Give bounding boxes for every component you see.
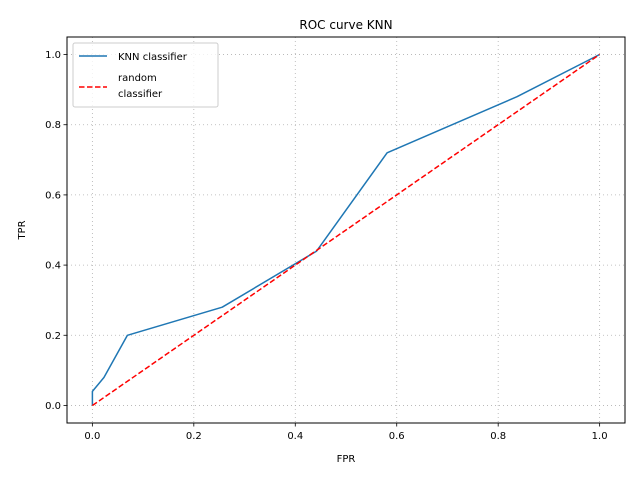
x-tick-label: 0.4: [287, 431, 303, 442]
series-line-knn: [91, 53, 600, 406]
y-tick-label: 0.8: [45, 120, 61, 131]
legend-label-knn: KNN classifier: [118, 52, 188, 63]
y-tick-label: 0.2: [45, 331, 61, 342]
x-tick-label: 0.8: [490, 431, 506, 442]
legend-box: [72, 42, 219, 108]
y-tick-label: 0.6: [45, 190, 61, 201]
legend-label-random: classifier: [118, 89, 163, 100]
ticks: 0.0 0.2 0.4 0.6 0.8 1.0 0.0 0.2 0.4 0.6 0.8 1.0: [45, 50, 607, 442]
y-tick-label: 1.0: [45, 50, 61, 61]
x-axis-label: FPR: [337, 454, 356, 465]
y-tick-label: 0.4: [45, 261, 61, 272]
y-axis-label: TPR: [17, 220, 28, 240]
series-line-random: [91, 53, 601, 407]
plot-area-frame: [66, 36, 626, 424]
series-layer: [91, 53, 601, 407]
x-tick-label: 0.2: [186, 431, 202, 442]
chart-title: ROC curve KNN: [299, 18, 392, 32]
x-tick-label: 0.0: [84, 431, 100, 442]
x-tick-label: 1.0: [592, 431, 608, 442]
legend-label-random: random: [118, 73, 157, 84]
x-tick-label: 0.6: [389, 431, 405, 442]
y-tick-label: 0.0: [45, 401, 61, 412]
legend: KNN classifier random classifier: [72, 42, 219, 108]
